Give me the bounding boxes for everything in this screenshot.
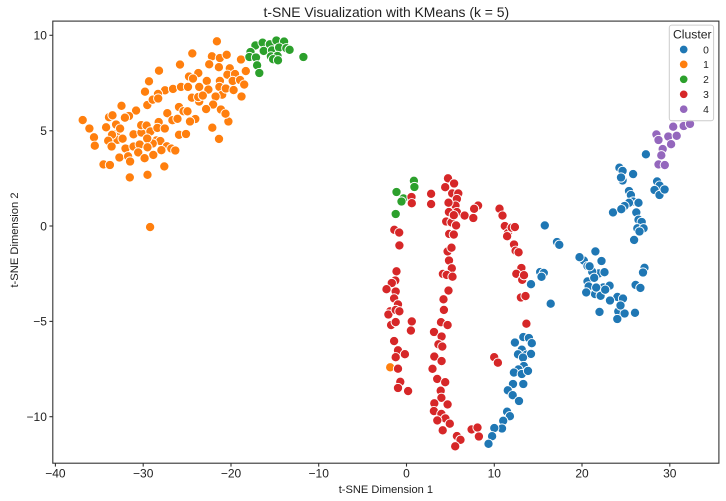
svg-text:20: 20 — [575, 467, 589, 481]
svg-text:−5: −5 — [33, 315, 47, 329]
svg-text:1: 1 — [703, 60, 709, 71]
svg-text:−30: −30 — [133, 467, 154, 481]
svg-text:t-SNE Dimension 1: t-SNE Dimension 1 — [339, 484, 433, 496]
svg-text:−40: −40 — [45, 467, 66, 481]
svg-text:0: 0 — [403, 467, 410, 481]
svg-text:30: 30 — [663, 467, 677, 481]
svg-text:5: 5 — [40, 124, 47, 138]
svg-text:3: 3 — [703, 90, 709, 101]
svg-text:−20: −20 — [221, 467, 242, 481]
svg-text:0: 0 — [40, 219, 47, 233]
svg-text:Cluster: Cluster — [673, 27, 712, 41]
svg-text:10: 10 — [34, 29, 48, 43]
svg-text:−10: −10 — [27, 410, 48, 424]
svg-text:4: 4 — [703, 105, 709, 116]
svg-text:−10: −10 — [309, 467, 330, 481]
svg-text:0: 0 — [703, 45, 709, 56]
svg-text:10: 10 — [488, 467, 502, 481]
svg-text:t-SNE Visualization with KMean: t-SNE Visualization with KMeans (k = 5) — [263, 4, 509, 20]
svg-text:2: 2 — [703, 75, 709, 86]
svg-text:t-SNE Dimension 2: t-SNE Dimension 2 — [9, 192, 21, 287]
